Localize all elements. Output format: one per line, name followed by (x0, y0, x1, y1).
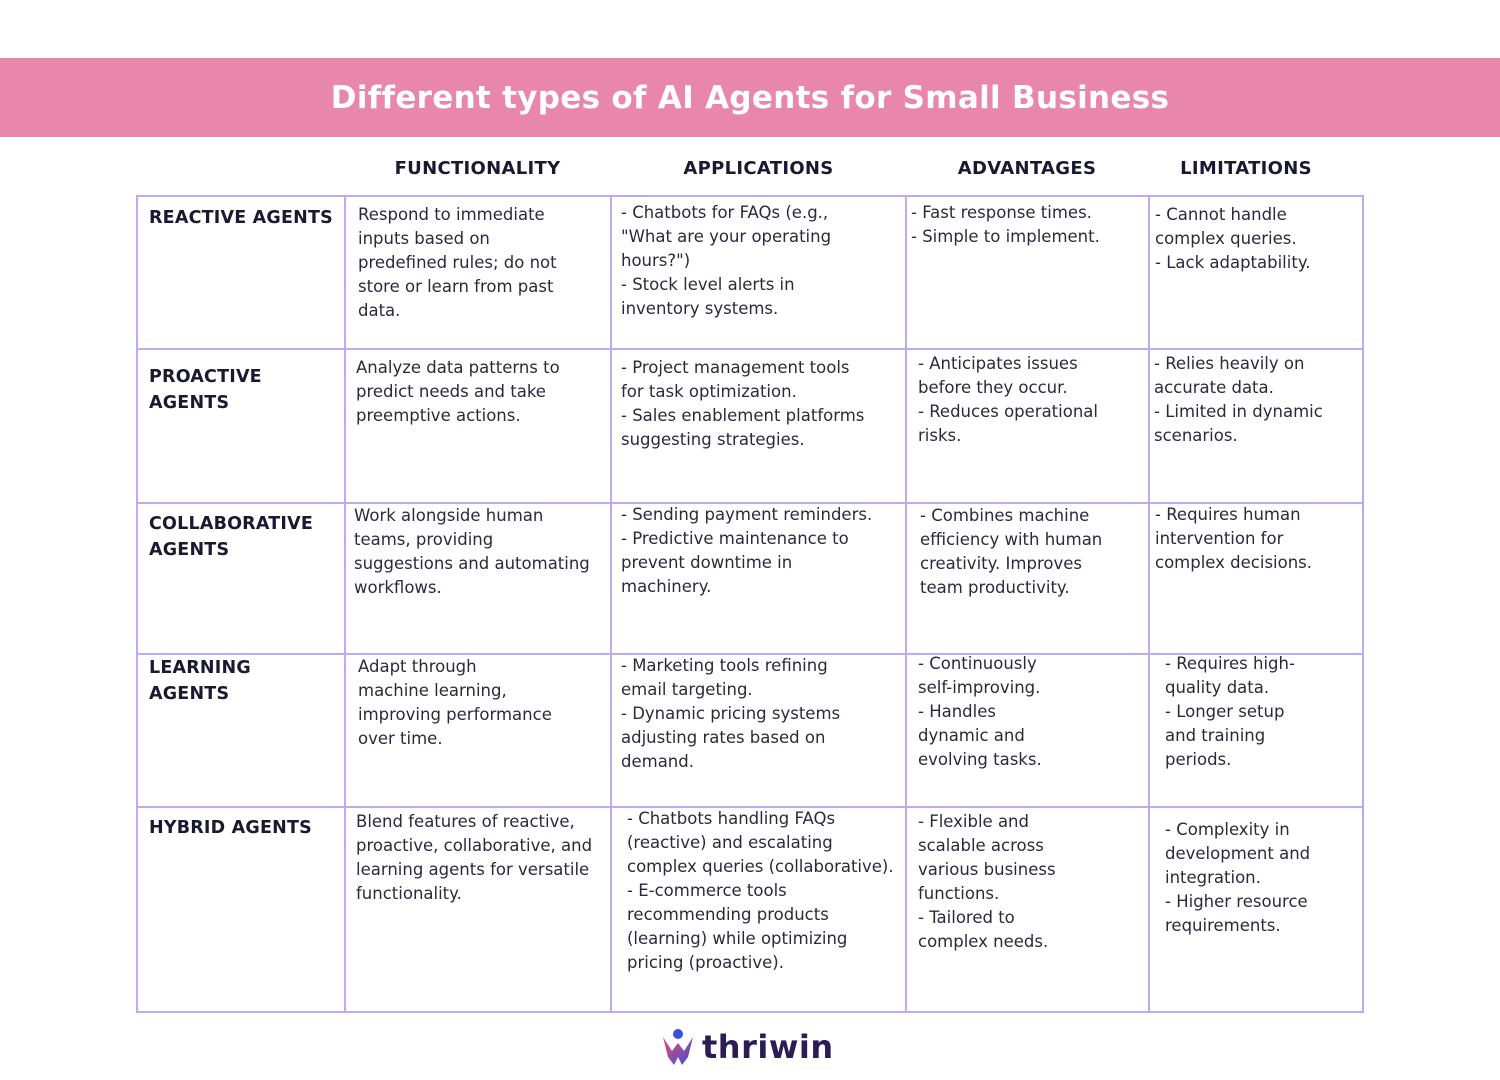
table-cell-limitations: - Requires high- quality data. - Longer … (1165, 654, 1295, 769)
table-cell-limitations: - Relies heavily on accurate data. - Lim… (1154, 354, 1323, 445)
table-cell-functionality: Adapt through machine learning, improvin… (358, 657, 552, 748)
table-cell-advantages: - Flexible and scalable across various b… (918, 812, 1056, 951)
table-cell-functionality: Analyze data patterns to predict needs a… (356, 358, 560, 425)
table-cell-limitations: - Complexity in development and integrat… (1165, 820, 1311, 935)
table-divider (1148, 197, 1150, 1011)
table-cell-limitations: - Requires human intervention for comple… (1155, 505, 1313, 572)
table-divider (344, 197, 346, 1011)
table-cell-applications: - Chatbots handling FAQs (reactive) and … (627, 809, 894, 972)
table-cell-applications: - Sending payment reminders. - Predictiv… (621, 505, 873, 596)
row-label-learning-agents: LEARNING AGENTS (149, 658, 251, 704)
table-divider (138, 653, 1362, 655)
brand-logo: thriwin (660, 1024, 834, 1070)
row-label-hybrid-agents: HYBRID AGENTS (149, 818, 312, 838)
column-header-functionality: FUNCTIONALITY (394, 157, 561, 179)
table-cell-functionality: Respond to immediate inputs based on pre… (358, 205, 557, 320)
table-divider (138, 502, 1362, 504)
column-header-applications: APPLICATIONS (683, 157, 834, 179)
table-divider (905, 197, 907, 1011)
table-cell-applications: - Chatbots for FAQs (e.g., "What are you… (621, 203, 832, 318)
row-label-reactive-agents: REACTIVE AGENTS (149, 208, 333, 228)
column-header-advantages: ADVANTAGES (957, 157, 1097, 179)
table-divider (138, 348, 1362, 350)
row-label-proactive-agents: PROACTIVE AGENTS (149, 367, 262, 413)
logo-wordmark: thriwin (702, 1028, 834, 1066)
table-divider (138, 806, 1362, 808)
page-title: Different types of AI Agents for Small B… (330, 79, 1170, 116)
table-cell-advantages: - Continuously self-improving. - Handles… (918, 654, 1042, 769)
thriwin-mark-icon (663, 1029, 693, 1065)
table-cell-advantages: - Fast response times. - Simple to imple… (911, 203, 1100, 246)
table-cell-advantages: - Combines machine efficiency with human… (920, 506, 1103, 597)
row-label-collaborative-agents: COLLABORATIVE AGENTS (149, 514, 313, 560)
table-cell-functionality: Work alongside human teams, providing su… (354, 506, 590, 597)
title-banner: Different types of AI Agents for Small B… (0, 58, 1500, 137)
table-cell-functionality: Blend features of reactive, proactive, c… (356, 812, 593, 903)
column-header-limitations: LIMITATIONS (1180, 157, 1312, 179)
table-cell-applications: - Marketing tools refining email targeti… (621, 656, 841, 771)
table-divider (610, 197, 612, 1011)
table-cell-applications: - Project management tools for task opti… (621, 358, 865, 449)
agents-table (136, 195, 1364, 1013)
table-cell-limitations: - Cannot handle complex queries. - Lack … (1155, 205, 1311, 272)
table-cell-advantages: - Anticipates issues before they occur. … (918, 354, 1098, 445)
